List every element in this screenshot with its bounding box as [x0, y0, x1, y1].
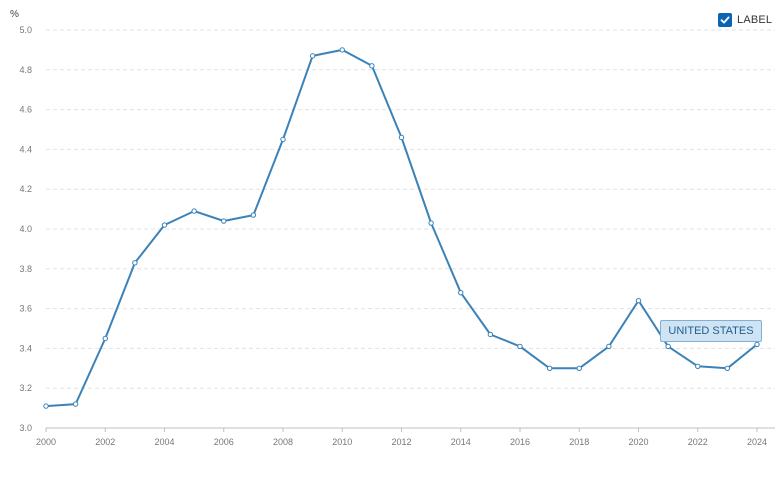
x-tick-label: 2000 — [36, 437, 56, 447]
data-point — [280, 136, 286, 143]
data-point — [309, 53, 316, 59]
x-tick-label: 2024 — [747, 437, 767, 447]
y-tick-label: 3.0 — [19, 423, 32, 433]
data-point — [754, 341, 760, 348]
data-point — [339, 47, 345, 53]
x-tick-label: 2016 — [510, 437, 530, 447]
y-tick-label: 3.2 — [19, 383, 32, 393]
data-point — [369, 63, 375, 69]
x-tick-label: 2018 — [569, 437, 589, 447]
data-point — [161, 222, 168, 228]
y-tick-label: 3.8 — [19, 264, 32, 274]
data-point — [398, 134, 405, 141]
x-tick-label: 2014 — [451, 437, 471, 447]
y-tick-label: 4.2 — [19, 184, 32, 194]
data-point — [606, 343, 612, 350]
x-tick-label: 2010 — [332, 437, 352, 447]
series-line — [45, 48, 758, 408]
y-axis-unit: % — [10, 9, 19, 20]
data-point — [487, 331, 494, 338]
x-tick-label: 2006 — [214, 437, 234, 447]
data-point — [458, 289, 464, 296]
y-tick-label: 3.4 — [19, 343, 32, 353]
y-tick-label: 4.4 — [19, 144, 32, 154]
data-point — [72, 401, 79, 407]
data-point — [576, 365, 582, 371]
data-point — [665, 343, 671, 350]
data-point — [695, 363, 701, 370]
check-icon — [720, 16, 730, 24]
label-toggle[interactable]: LABEL — [718, 13, 772, 27]
data-point — [250, 212, 257, 218]
data-point — [546, 365, 553, 371]
x-tick-label: 2008 — [273, 437, 293, 447]
data-point — [428, 220, 434, 226]
data-point — [102, 335, 108, 342]
data-point — [221, 218, 227, 224]
x-tick-label: 2004 — [154, 437, 174, 447]
x-tick-label: 2022 — [688, 437, 708, 447]
series-label-united-states[interactable]: UNITED STATES — [660, 320, 762, 342]
y-tick-label: 3.6 — [19, 304, 32, 314]
data-point — [635, 297, 642, 304]
y-tick-label: 5.0 — [19, 25, 32, 35]
y-tick-label: 4.0 — [19, 224, 32, 234]
data-point — [43, 403, 49, 409]
y-tick-label: 4.8 — [19, 65, 32, 75]
data-point — [724, 365, 731, 371]
label-checkbox[interactable] — [718, 13, 732, 27]
x-tick-label: 2012 — [391, 437, 411, 447]
data-point — [517, 343, 523, 350]
x-tick-label: 2002 — [95, 437, 115, 447]
label-toggle-text: LABEL — [737, 14, 773, 26]
data-point — [191, 208, 197, 214]
x-tick-label: 2020 — [628, 437, 648, 447]
y-tick-label: 4.6 — [19, 105, 32, 115]
data-point — [132, 260, 138, 266]
